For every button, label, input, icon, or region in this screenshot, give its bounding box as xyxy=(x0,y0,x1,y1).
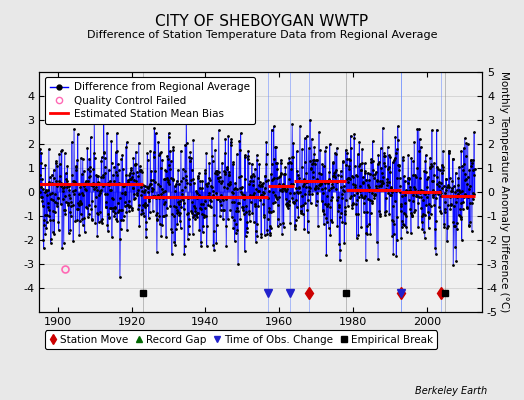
Text: Difference of Station Temperature Data from Regional Average: Difference of Station Temperature Data f… xyxy=(87,30,437,40)
Legend: Difference from Regional Average, Quality Control Failed, Estimated Station Mean: Difference from Regional Average, Qualit… xyxy=(45,77,255,124)
Y-axis label: Monthly Temperature Anomaly Difference (°C): Monthly Temperature Anomaly Difference (… xyxy=(499,71,509,313)
Text: Berkeley Earth: Berkeley Earth xyxy=(415,386,487,396)
Text: CITY OF SHEBOYGAN WWTP: CITY OF SHEBOYGAN WWTP xyxy=(156,14,368,29)
Legend: Station Move, Record Gap, Time of Obs. Change, Empirical Break: Station Move, Record Gap, Time of Obs. C… xyxy=(45,330,438,349)
